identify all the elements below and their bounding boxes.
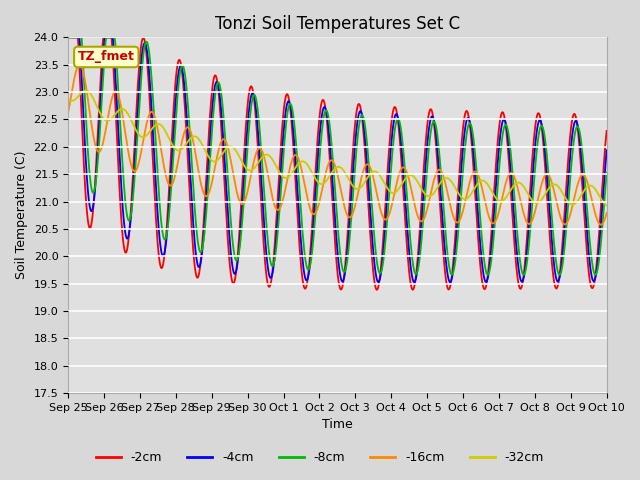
-32cm: [213, 157, 221, 163]
-8cm: [74, 35, 82, 40]
-8cm: [419, 227, 426, 233]
X-axis label: Time: Time: [322, 419, 353, 432]
-32cm: [419, 189, 427, 194]
-16cm: [76, 61, 83, 67]
-4cm: [64, 35, 72, 40]
-32cm: [83, 88, 90, 94]
-8cm: [64, 35, 72, 40]
-2cm: [419, 175, 427, 180]
-4cm: [184, 133, 192, 139]
-8cm: [520, 272, 527, 278]
Line: -16cm: -16cm: [68, 64, 607, 225]
-4cm: [410, 279, 418, 285]
-32cm: [404, 174, 412, 180]
-16cm: [130, 168, 138, 174]
-32cm: [64, 96, 72, 102]
-2cm: [74, 35, 82, 40]
Line: -8cm: -8cm: [68, 37, 607, 275]
-32cm: [130, 123, 138, 129]
Line: -2cm: -2cm: [68, 37, 607, 290]
-8cm: [403, 190, 410, 196]
-2cm: [404, 250, 412, 255]
-4cm: [419, 197, 427, 203]
-2cm: [603, 128, 611, 134]
-4cm: [603, 147, 611, 153]
Line: -4cm: -4cm: [68, 37, 607, 282]
Title: Tonzi Soil Temperatures Set C: Tonzi Soil Temperatures Set C: [215, 15, 460, 33]
-8cm: [603, 170, 611, 176]
Line: -32cm: -32cm: [68, 91, 607, 205]
-16cm: [404, 171, 412, 177]
-32cm: [74, 94, 82, 100]
-2cm: [129, 165, 137, 171]
-32cm: [185, 138, 193, 144]
-2cm: [64, 35, 72, 40]
Y-axis label: Soil Temperature (C): Soil Temperature (C): [15, 151, 28, 279]
-4cm: [74, 35, 82, 40]
-16cm: [603, 210, 611, 216]
-16cm: [419, 217, 427, 223]
-8cm: [212, 84, 220, 90]
-2cm: [212, 75, 220, 81]
-16cm: [213, 153, 221, 159]
-32cm: [603, 203, 611, 208]
-4cm: [212, 79, 220, 85]
-4cm: [129, 182, 137, 188]
-8cm: [129, 192, 137, 197]
-16cm: [596, 222, 604, 228]
-2cm: [373, 287, 381, 293]
Legend: -2cm, -4cm, -8cm, -16cm, -32cm: -2cm, -4cm, -8cm, -16cm, -32cm: [91, 446, 549, 469]
-4cm: [403, 216, 410, 222]
-16cm: [64, 109, 72, 115]
-2cm: [184, 159, 192, 165]
Text: TZ_fmet: TZ_fmet: [78, 50, 135, 63]
-8cm: [184, 103, 192, 108]
-16cm: [185, 125, 193, 131]
-16cm: [74, 63, 82, 69]
